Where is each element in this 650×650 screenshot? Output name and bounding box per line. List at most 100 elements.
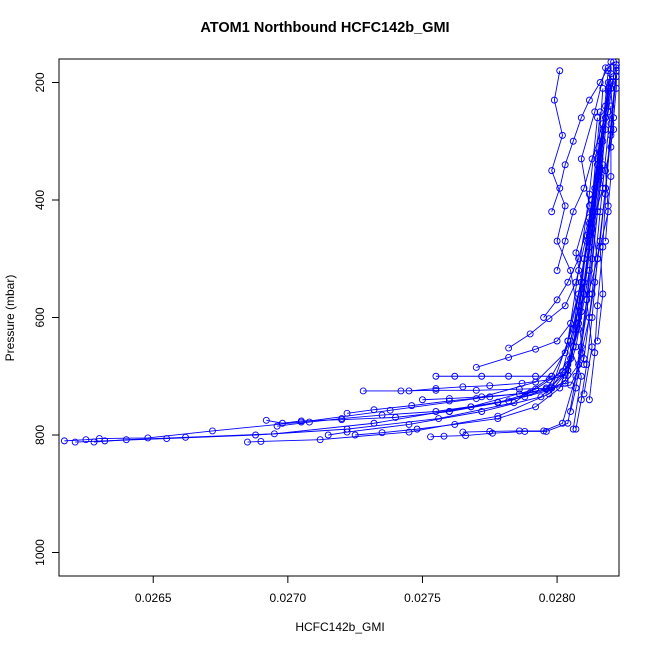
data-point (556, 67, 564, 75)
data-point (553, 237, 561, 245)
data-point (580, 184, 588, 192)
data-point (612, 61, 620, 69)
data-point (585, 396, 593, 404)
y-tick-label: 400 (33, 190, 47, 210)
data-point (588, 220, 596, 227)
data-point (572, 343, 580, 351)
data-point (564, 337, 572, 345)
data-point (518, 379, 526, 387)
data-point (599, 120, 607, 128)
series-line (64, 61, 612, 442)
data-point (602, 167, 609, 175)
profile-series (548, 67, 588, 368)
data-point (532, 403, 539, 411)
data-point (596, 108, 604, 116)
x-tick-label: 0.0270 (269, 591, 306, 605)
x-tick-label: 0.0280 (539, 591, 576, 605)
data-point (451, 372, 459, 380)
data-point (515, 427, 523, 435)
data-point (607, 143, 615, 151)
data-point (602, 64, 609, 72)
profile-series (540, 87, 612, 321)
data-point (432, 385, 440, 393)
data-point (505, 354, 513, 361)
data-point (297, 417, 305, 425)
data-point (144, 434, 152, 442)
series-line (583, 76, 615, 394)
data-point (540, 427, 548, 435)
data-point (610, 114, 618, 122)
data-point (594, 149, 601, 157)
data-point (550, 96, 558, 104)
data-point (467, 403, 475, 411)
data-point (343, 409, 351, 417)
data-point (564, 278, 572, 286)
data-point (567, 267, 574, 274)
series-line (567, 67, 606, 430)
data-point (405, 420, 413, 428)
data-point (585, 202, 593, 210)
data-point (580, 390, 588, 398)
data-point (316, 436, 324, 444)
data-point (440, 432, 448, 440)
data-point (494, 398, 502, 406)
data-point (594, 302, 601, 310)
data-point (607, 84, 615, 92)
data-point (273, 422, 281, 430)
data-point (478, 372, 486, 380)
data-point (599, 290, 607, 298)
series-line (93, 105, 606, 443)
data-point (486, 428, 494, 435)
data-point (585, 267, 593, 274)
data-point (90, 438, 98, 446)
data-point (599, 84, 607, 92)
y-axis-label: Pressure (mbar) (3, 274, 17, 362)
series-line (551, 70, 585, 365)
data-point (445, 408, 453, 415)
data-point (580, 290, 588, 298)
data-point (575, 255, 583, 263)
data-point (596, 79, 604, 86)
data-point (596, 243, 604, 251)
data-point (588, 343, 596, 351)
data-point (478, 393, 486, 401)
data-point (569, 137, 577, 145)
data-point (71, 438, 79, 446)
data-point (209, 427, 216, 435)
profile-series (351, 108, 604, 439)
data-point (343, 428, 351, 436)
profile-series (432, 84, 612, 380)
x-tick-label: 0.0265 (135, 591, 172, 605)
data-point (451, 420, 459, 428)
series-line (551, 61, 614, 212)
data-point (577, 155, 585, 163)
data-point (459, 383, 467, 391)
data-point (602, 190, 609, 198)
series-line (543, 91, 609, 318)
data-point (594, 114, 601, 122)
data-point (588, 255, 596, 263)
data-point (378, 429, 386, 437)
data-point (370, 419, 378, 427)
data-point (405, 387, 413, 395)
data-point (561, 237, 569, 245)
data-point (427, 433, 434, 441)
data-point (445, 397, 453, 405)
chart-title: ATOM1 Northbound HCFC142b_GMI (200, 20, 450, 36)
data-point (542, 428, 550, 435)
data-point (583, 231, 591, 239)
series-line (462, 117, 606, 433)
data-point (537, 393, 545, 401)
y-tick-label: 800 (33, 425, 47, 445)
data-point (559, 419, 566, 427)
profile-series (90, 102, 609, 446)
data-point (386, 406, 394, 414)
data-point (610, 126, 618, 133)
data-point (577, 372, 585, 380)
data-point (526, 330, 534, 338)
data-point (432, 386, 440, 394)
data-point (521, 393, 529, 401)
data-point (545, 386, 553, 394)
data-point (182, 433, 189, 441)
